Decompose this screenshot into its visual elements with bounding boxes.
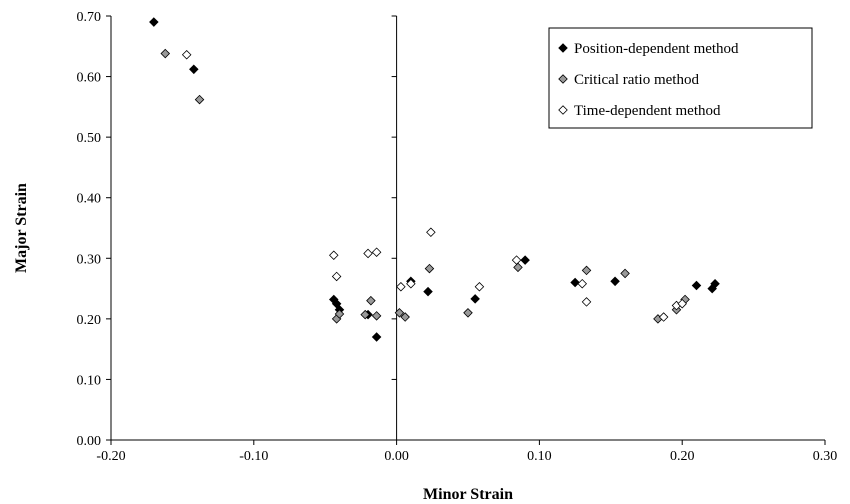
data-point <box>331 271 342 282</box>
data-point <box>363 248 373 259</box>
data-point <box>334 309 345 319</box>
y-tick-label: 0.10 <box>77 373 102 388</box>
data-point <box>194 94 205 105</box>
legend-marker <box>558 43 568 53</box>
y-tick-label: 0.00 <box>77 434 102 449</box>
data-point <box>577 278 588 289</box>
data-point <box>329 250 339 261</box>
data-point <box>463 308 473 318</box>
data-point <box>406 278 416 289</box>
legend-label: Critical ratio method <box>574 72 699 88</box>
data-point <box>520 255 530 265</box>
data-point <box>581 297 592 307</box>
data-point <box>610 276 620 287</box>
x-tick-label: 0.20 <box>670 449 695 464</box>
y-tick-label: 0.30 <box>77 252 102 267</box>
y-tick-label: 0.40 <box>77 192 102 207</box>
data-point <box>400 312 410 322</box>
data-point <box>474 281 485 292</box>
y-tick-label: 0.50 <box>77 131 102 146</box>
series-2 <box>181 50 687 322</box>
data-point <box>424 263 435 274</box>
data-point <box>677 298 687 309</box>
data-point <box>620 268 630 279</box>
data-point <box>189 64 199 75</box>
data-point <box>360 309 370 320</box>
data-point <box>149 17 159 27</box>
legend-marker <box>558 74 568 84</box>
legend-label: Position-dependent method <box>574 41 739 57</box>
x-axis-title: Minor Strain <box>423 486 513 503</box>
legend-item: Time-dependent method <box>558 103 721 119</box>
data-point <box>513 262 523 273</box>
legend-item: Critical ratio method <box>558 72 699 88</box>
data-point <box>570 277 580 288</box>
data-point <box>366 295 376 306</box>
x-tick-label: 0.10 <box>527 449 552 464</box>
data-point <box>181 50 192 60</box>
data-point <box>581 265 592 276</box>
data-point <box>160 48 171 59</box>
legend-items: Position-dependent method Critical ratio … <box>558 41 739 119</box>
data-point <box>511 255 522 265</box>
y-tick-label: 0.20 <box>77 313 102 328</box>
plot-area: -0.20 -0.10 0.00 0.10 0.20 0.30 0.000.100.200… <box>77 10 838 464</box>
y-tick-label: 0.60 <box>77 71 102 86</box>
x-tick-label: 0.00 <box>384 449 409 464</box>
data-point <box>394 308 405 318</box>
y-tick-label: 0.70 <box>77 10 102 25</box>
y-ticks: 0.00 0.10 0.20 0.30 0.40 0.50 0.60 0.70 <box>77 10 397 449</box>
legend-marker <box>558 105 568 115</box>
data-points <box>149 17 720 342</box>
x-ticks: -0.20 -0.10 0.00 0.10 0.20 0.30 <box>96 440 837 464</box>
legend: Position-dependent method Critical ratio … <box>548 27 813 129</box>
x-tick-label: -0.10 <box>239 449 268 464</box>
data-point <box>426 227 436 238</box>
data-point <box>371 247 382 257</box>
data-point <box>710 278 720 289</box>
legend-item: Position-dependent method <box>558 41 739 57</box>
data-point <box>423 286 433 297</box>
data-point <box>396 281 406 292</box>
x-tick-label: 0.30 <box>813 449 838 464</box>
y-axis-title: Major Strain <box>13 183 30 273</box>
data-point <box>371 311 382 321</box>
data-point <box>658 312 669 322</box>
x-tick-label: -0.20 <box>96 449 125 464</box>
data-point <box>371 332 382 342</box>
data-point <box>470 294 480 304</box>
legend-box <box>548 27 813 129</box>
series-1 <box>160 48 690 324</box>
legend-label: Time-dependent method <box>574 103 721 119</box>
data-point <box>691 280 702 291</box>
